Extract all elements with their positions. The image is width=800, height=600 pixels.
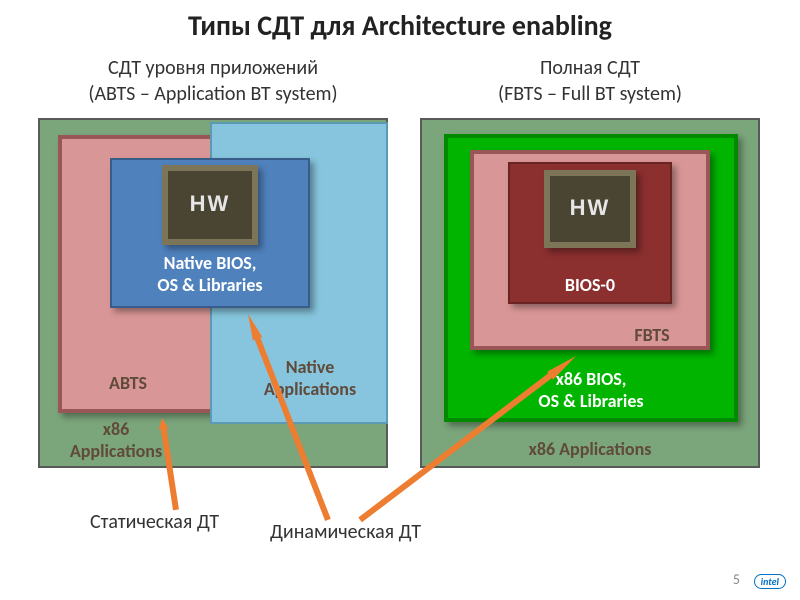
slide-title: Типы СДТ для Architecture enabling: [0, 8, 800, 43]
left-native-label: NativeApplications: [232, 356, 388, 400]
right-bios0-label: BIOS-0: [508, 274, 672, 296]
right-subtitle-2: (FBTS – Full BT system): [420, 82, 760, 106]
right-subtitle-1: Полная СДТ: [420, 56, 760, 80]
page-number: 5: [733, 571, 740, 588]
intel-logo: intel: [754, 571, 786, 590]
footer-dynamic-label: Динамическая ДТ: [270, 520, 421, 544]
slide: Типы СДТ для Architecture enabling СДТ у…: [0, 0, 800, 600]
right-apps-label: x86 Applications: [420, 438, 760, 460]
right-hw-label: HW: [544, 195, 636, 221]
left-subtitle-1: СДТ уровня приложений: [38, 56, 388, 80]
right-fbts-label: FBTS: [592, 324, 712, 346]
right-libs-label: x86 BIOS,OS & Libraries: [444, 368, 738, 412]
left-bios-label: Native BIOS,OS & Libraries: [110, 252, 310, 296]
footer-static-label: Статическая ДТ: [90, 510, 219, 534]
left-abts-label: ABTS: [58, 372, 198, 394]
left-subtitle-2: (ABTS – Application BT system): [38, 82, 388, 106]
left-hw-label: HW: [162, 191, 258, 217]
